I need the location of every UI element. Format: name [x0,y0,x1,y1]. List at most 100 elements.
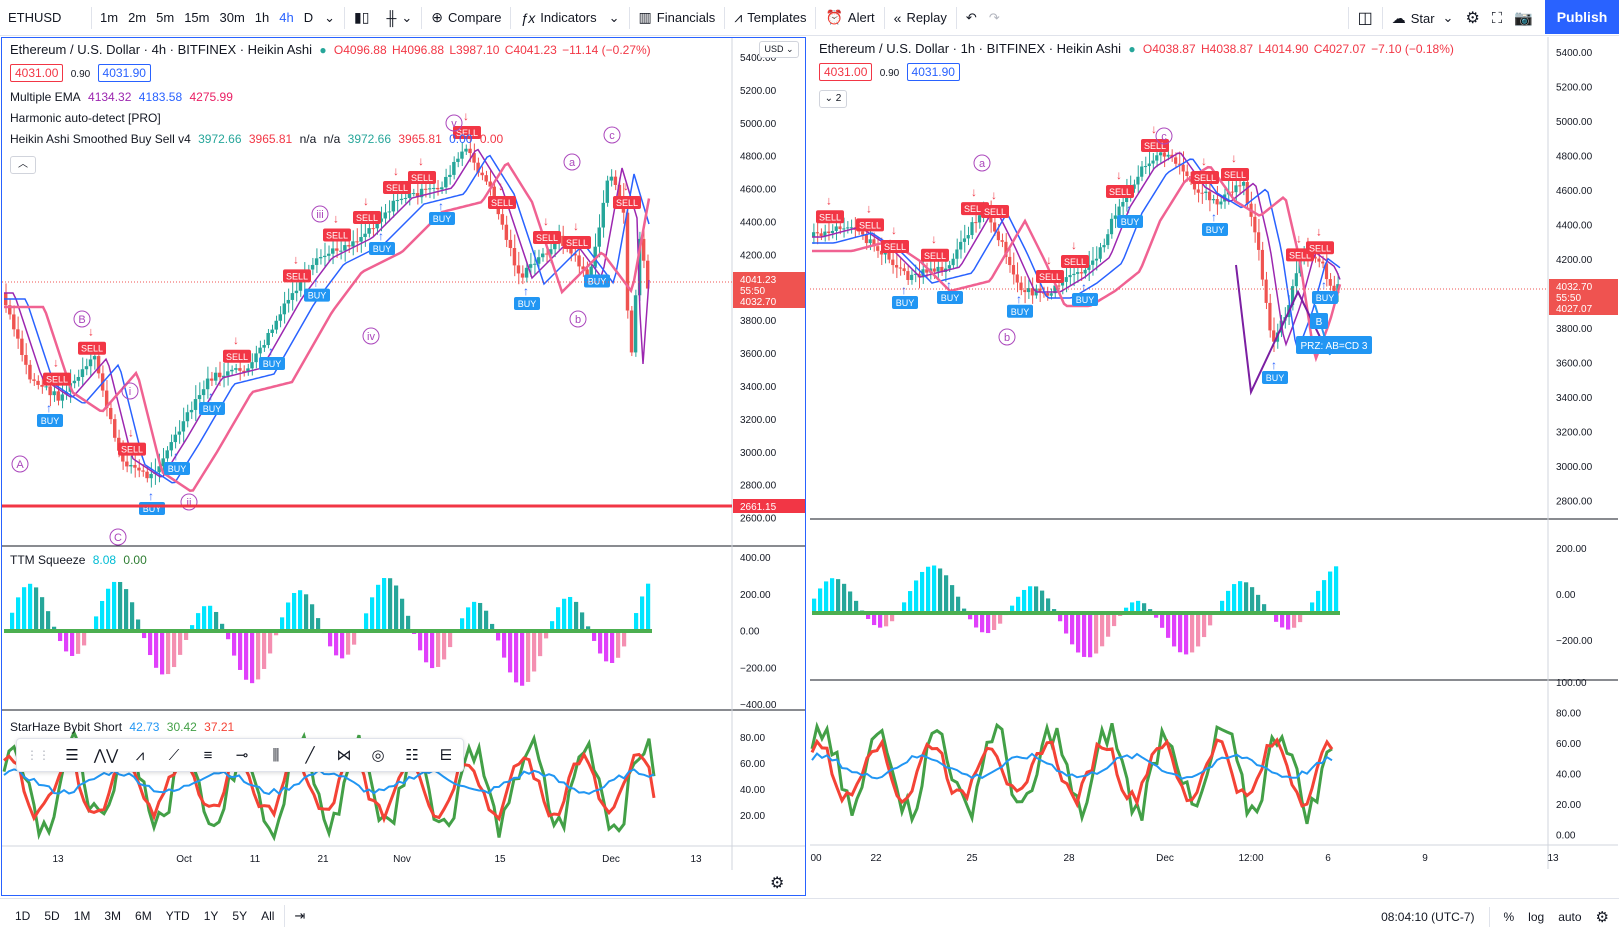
clock-timezone[interactable]: 08:04:10 (UTC-7) [1381,909,1475,924]
collapse-legend-button[interactable]: ︿ [10,156,36,174]
buy-arrow: ↑ [593,262,599,276]
range-all[interactable]: All [261,909,275,923]
percent-toggle[interactable]: % [1503,909,1515,924]
expand-indicators-button[interactable]: ⌄ 2 [819,90,847,108]
candle-body [165,450,169,459]
range-6m[interactable]: 6M [135,909,152,923]
range-ytd[interactable]: YTD [165,909,190,923]
interval-1h[interactable]: 1h [254,10,270,25]
fullscreen-button[interactable]: ⛶ [1486,0,1509,36]
candle-style-button[interactable]: ╫ ⌄ [380,0,418,36]
candle-body [520,273,525,278]
right-chart-pane[interactable]: 5400.00 5200.00 5000.00 4800.00 4600.00 4400.… [810,37,1618,896]
buy-tag [892,296,918,309]
left-buy-price[interactable]: 4031.90 [97,64,151,82]
ttm-bar [304,594,309,631]
left-chart-pane[interactable]: 5400.00 5200.00 5000.00 4800.00 4600.00 4400.… [1,37,806,896]
tool-lines[interactable]: ☰ [57,741,87,769]
currency-selector[interactable]: USD ⌄ [759,41,799,58]
interval-dropdown[interactable]: ⌄ [324,9,336,25]
star-button[interactable]: ☁ Star ⌄ [1386,0,1460,36]
replay-button[interactable]: « Replay [888,0,953,36]
indicators-button[interactable]: ƒx Indicators [514,0,602,36]
range-1m[interactable]: 1M [73,909,91,923]
prz-point-label: B [1316,317,1323,328]
alert-button[interactable]: ⏰ Alert [819,0,880,36]
candle-body [925,269,929,273]
layout-button[interactable]: ◫ [1352,0,1379,36]
snapshot-button[interactable]: 📷 [1508,0,1539,36]
ema-legend[interactable]: Multiple EMA 4134.32 4183.58 4275.99 [10,90,237,104]
heikin-legend[interactable]: Heikin Ashi Smoothed Buy Sell v4 3972.66… [10,132,507,146]
sell-label: SELL [46,375,68,385]
candle-body [1049,293,1053,296]
range-5y[interactable]: 5Y [232,909,248,923]
candle-body [339,250,343,252]
tool-pitchfork[interactable]: ⫼ [261,741,291,769]
tool-xabcd[interactable]: ⩘ [125,741,155,769]
left-sell-price[interactable]: 4031.00 [10,64,64,82]
range-1y[interactable]: 1Y [203,909,219,923]
interval-5m[interactable]: 5m [156,10,175,25]
candle-body [597,227,601,247]
ema-label: Multiple EMA [10,90,81,104]
range-3m[interactable]: 3M [104,909,122,923]
axis-settings-button[interactable]: ⚙ [770,873,784,893]
templates-button[interactable]: ⩘ Templates [728,0,812,36]
drag-handle[interactable]: ⋮⋮ [26,748,50,762]
indicators-dropdown[interactable]: ⌄ [608,9,620,25]
candle-body [1332,285,1336,294]
settings-button[interactable]: ⚙ [1459,0,1485,36]
candle-body [383,212,387,219]
auto-toggle[interactable]: auto [1558,909,1582,924]
buy-label: BUY [143,504,162,514]
tool-hline[interactable]: ⊸ [227,741,257,769]
log-toggle[interactable]: log [1528,909,1545,924]
tool-path[interactable]: ⟋ [159,741,189,769]
ttm-legend[interactable]: TTM Squeeze 8.08 0.00 [10,553,151,567]
sell-label: SELL [1064,257,1086,267]
chevron-down-icon: ⌄ [401,9,413,25]
tool-fib[interactable]: ☷ [397,741,427,769]
tool-trendline[interactable]: ╱ [295,741,325,769]
undo-button[interactable]: ↶ [960,0,983,36]
candle-body [282,303,287,315]
ttm-bar [1220,600,1225,613]
right-chart-canvas[interactable]: 5400.00 5200.00 5000.00 4800.00 4600.00 4400.… [810,37,1618,896]
tool-fib-ext[interactable]: ⋿ [431,741,461,769]
candle-body [1321,261,1325,264]
financials-button[interactable]: ▥ Financials [633,0,722,36]
candle-body [129,464,133,467]
goto-date-button[interactable]: ⇥ [288,898,311,933]
redo-button[interactable]: ↷ [983,0,1006,36]
heikin-value: 3965.81 [248,132,293,146]
tool-channel[interactable]: ≡ [193,741,223,769]
harmonic-legend[interactable]: Harmonic auto-detect [PRO] [10,111,165,125]
candle-body [318,257,323,259]
compare-button[interactable]: ⊕ Compare [425,0,507,36]
tool-pattern[interactable]: ⋈ [329,741,359,769]
interval-1m[interactable]: 1m [100,10,119,25]
left-chart-canvas[interactable]: 5400.00 5200.00 5000.00 4800.00 4600.00 4400.… [2,38,806,896]
tool-abcd[interactable]: ⋀⋁ [91,741,121,769]
interval-4h[interactable]: 4h [279,10,294,25]
interval-15m[interactable]: 15m [184,10,210,25]
ttm-bar [956,596,961,613]
range-5d[interactable]: 5D [44,909,60,923]
right-sell-price[interactable]: 4031.00 [819,63,873,81]
interval-2m[interactable]: 2m [128,10,147,25]
bar-style-button[interactable]: ▮▯ [348,0,380,36]
bar-chart-icon: ▮▯ [354,9,370,25]
publish-button[interactable]: Publish [1545,0,1619,34]
sell-arrow: ↓ [866,201,872,215]
right-buy-price[interactable]: 4031.90 [906,63,960,81]
range-1d[interactable]: 1D [15,909,31,923]
osc-axis-label: 80.00 [740,733,765,744]
chart-settings-button[interactable]: ⚙ [1596,908,1609,926]
interval-30m[interactable]: 30m [219,10,245,25]
tool-spiral[interactable]: ◎ [363,741,393,769]
symbol-search[interactable]: ETHUSD [8,10,62,25]
candle-body [141,470,145,472]
interval-D[interactable]: D [303,10,314,25]
starhaze-legend[interactable]: StarHaze Bybit Short 42.73 30.42 37.21 [10,720,238,734]
